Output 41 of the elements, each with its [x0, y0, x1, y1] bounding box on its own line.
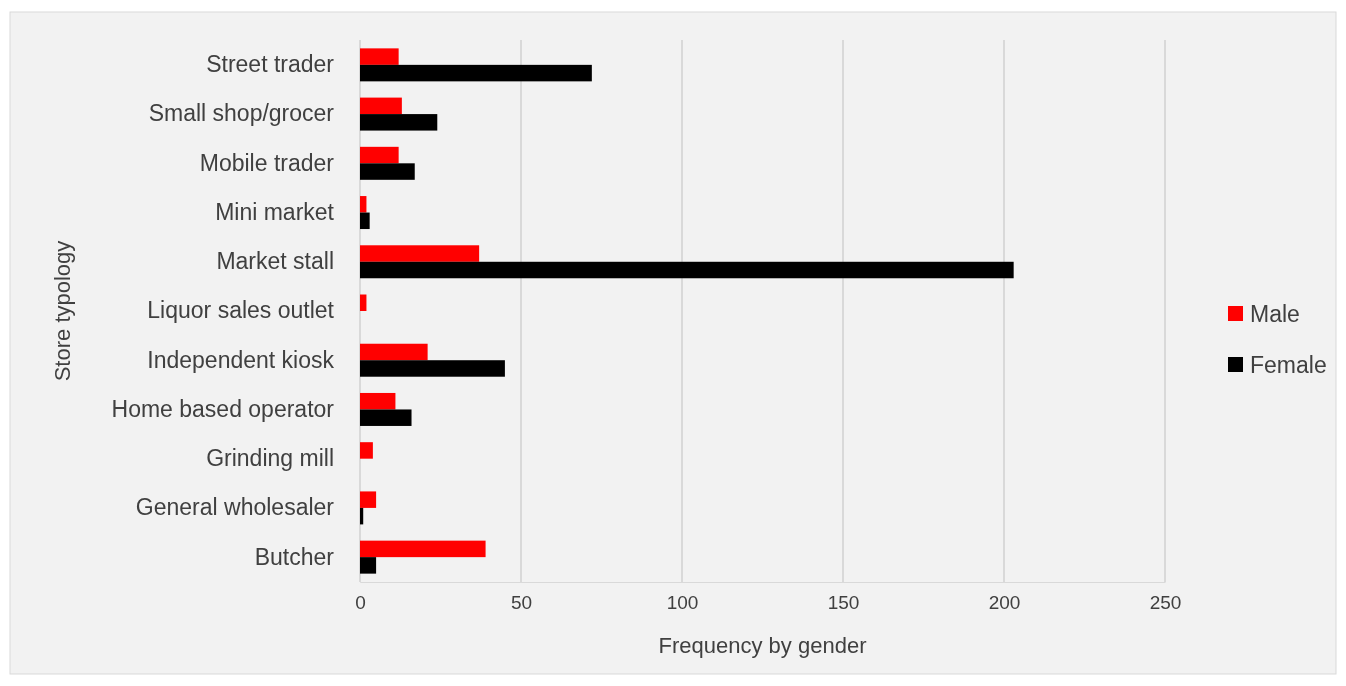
bar — [360, 64, 592, 82]
bar — [360, 163, 415, 180]
y-tick-label: Market stall — [216, 248, 334, 275]
y-tick-label: Small shop/grocer — [148, 100, 335, 127]
bar — [360, 557, 377, 574]
bar — [360, 442, 373, 459]
bar — [360, 114, 438, 131]
x-tick-label: 200 — [988, 592, 1021, 614]
bar — [360, 97, 402, 115]
bar — [360, 146, 399, 164]
bar — [360, 360, 505, 377]
y-tick-label: Grinding mill — [206, 445, 334, 472]
bar — [360, 196, 367, 213]
y-tick-label: Butcher — [254, 543, 335, 570]
bar — [360, 261, 1014, 279]
y-tick-label: Independent kiosk — [147, 346, 335, 373]
bar — [360, 491, 377, 508]
bar — [360, 409, 412, 426]
bar — [360, 343, 428, 361]
bar — [360, 392, 396, 410]
bar — [360, 48, 399, 65]
y-tick-label: Mini market — [215, 198, 335, 225]
bar — [360, 212, 370, 230]
bar — [360, 245, 480, 262]
y-tick-label: Home based operator — [111, 395, 335, 422]
x-axis-title: Frequency by gender — [658, 633, 867, 658]
x-tick-label: 150 — [827, 592, 860, 614]
y-axis-title: Store typology — [50, 240, 75, 382]
bar — [360, 540, 486, 558]
x-tick-label: 100 — [666, 592, 699, 614]
y-tick-label: Liquor sales outlet — [147, 297, 335, 324]
legend-label: Male — [1250, 301, 1300, 327]
y-tick-label: Street trader — [206, 51, 335, 78]
x-tick-label: 250 — [1149, 592, 1182, 614]
bar — [360, 294, 367, 311]
y-tick-label: Mobile trader — [199, 149, 335, 176]
y-tick-label: General wholesaler — [135, 494, 335, 521]
bar — [360, 507, 364, 525]
x-tick-label: 0 — [355, 592, 366, 614]
legend-label: Female — [1250, 352, 1327, 378]
x-tick-label: 50 — [510, 592, 533, 614]
